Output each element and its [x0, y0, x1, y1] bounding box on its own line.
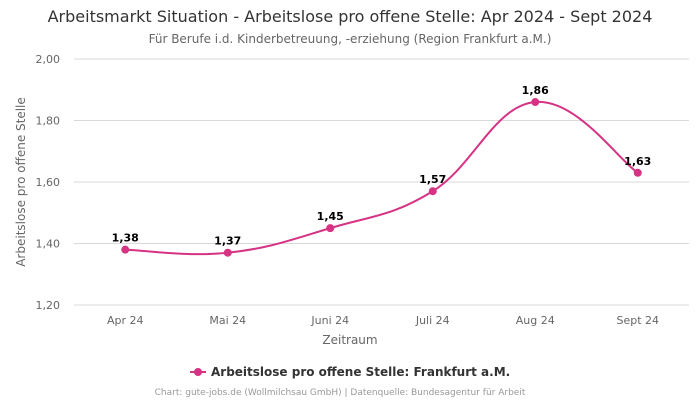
legend-marker-icon — [194, 368, 202, 376]
x-tick-label: Aug 24 — [516, 314, 555, 327]
data-point[interactable] — [326, 224, 335, 233]
chart-title: Arbeitsmarkt Situation - Arbeitslose pro… — [48, 7, 653, 26]
data-point[interactable] — [223, 248, 232, 257]
y-tick-label: 1,20 — [36, 299, 61, 312]
data-label: 1,45 — [317, 210, 344, 223]
y-axis-label: Arbeitslose pro offene Stelle — [14, 97, 28, 267]
x-tick-label: Juni 24 — [310, 314, 349, 327]
x-tick-label: Mai 24 — [209, 314, 246, 327]
y-tick-label: 1,80 — [36, 115, 61, 128]
data-label: 1,38 — [112, 232, 139, 245]
data-point[interactable] — [633, 168, 642, 177]
data-point[interactable] — [531, 98, 540, 107]
x-axis-label: Zeitraum — [322, 333, 377, 347]
x-tick-label: Apr 24 — [107, 314, 144, 327]
grid-lines — [74, 58, 689, 306]
chart-credits: Chart: gute-jobs.de (Wollmilchsau GmbH) … — [155, 388, 526, 398]
series-frankfurt: 1,38 1,37 1,45 1,57 1,86 1,63 — [112, 84, 651, 257]
x-tick-label: Juli 24 — [415, 314, 450, 327]
data-point[interactable] — [428, 187, 437, 196]
data-label: 1,63 — [624, 155, 651, 168]
y-axis-ticks: 1,20 1,40 1,60 1,80 2,00 — [36, 53, 61, 312]
y-tick-label: 1,40 — [36, 238, 61, 251]
data-label: 1,57 — [419, 173, 446, 186]
data-label: 1,37 — [214, 235, 241, 248]
chart-subtitle: Für Berufe i.d. Kinderbetreuung, -erzieh… — [149, 32, 552, 46]
x-tick-label: Sept 24 — [616, 314, 659, 327]
y-tick-label: 2,00 — [36, 53, 61, 66]
legend[interactable]: Arbeitslose pro offene Stelle: Frankfurt… — [190, 365, 510, 379]
series-line — [125, 101, 639, 256]
data-point[interactable] — [121, 245, 130, 254]
legend-label: Arbeitslose pro offene Stelle: Frankfurt… — [211, 365, 510, 379]
data-label: 1,86 — [522, 84, 549, 97]
x-axis-ticks: Apr 24 Mai 24 Juni 24 Juli 24 Aug 24 Sept 24 — [107, 314, 659, 327]
y-tick-label: 1,60 — [36, 176, 61, 189]
